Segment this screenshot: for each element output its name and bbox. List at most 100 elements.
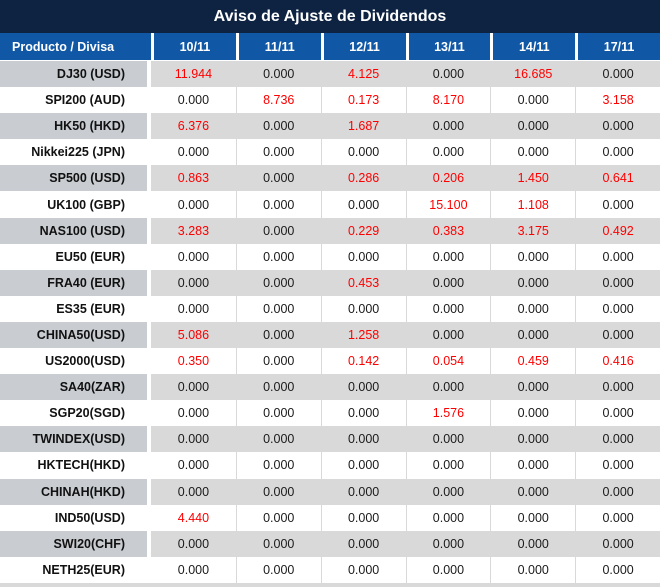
- value-cell: 0.000: [235, 321, 321, 349]
- table-row: Nikkei225 (JPN) 0.000 0.000 0.000 0.000 0.000…: [0, 139, 660, 166]
- table-row: DJ30 (USD) 11.944 0.000 4.125 0.000 16.685 0.0…: [0, 61, 660, 88]
- value-cell: 4.125: [320, 61, 406, 88]
- column-header-date-6: 17/11: [575, 33, 660, 60]
- value-cell: 0.000: [235, 113, 321, 140]
- value-cell: 8.170: [405, 87, 491, 114]
- product-cell: SPI200 (AUD): [0, 87, 151, 114]
- value-cell: 1.108: [490, 191, 576, 218]
- value-cell: 0.000: [575, 426, 660, 453]
- value-cell: 0.000: [405, 321, 491, 349]
- product-cell: US2000(USD): [0, 348, 151, 375]
- value-cell: 0.000: [405, 243, 491, 270]
- value-cell: 0.000: [405, 504, 491, 531]
- value-cell: 0.000: [320, 452, 406, 479]
- value-cell: 3.158: [575, 87, 660, 114]
- value-cell: 0.000: [235, 191, 321, 218]
- value-cell: 0.383: [405, 217, 491, 244]
- column-header-date-4: 13/11: [405, 33, 491, 60]
- value-cell: 0.000: [405, 269, 491, 296]
- value-cell: 0.000: [320, 139, 406, 166]
- value-cell: 0.641: [575, 165, 660, 192]
- value-cell: 0.000: [235, 295, 321, 322]
- value-cell: 4.440: [151, 504, 236, 531]
- value-cell: 0.000: [490, 321, 576, 349]
- value-cell: 0.000: [405, 478, 491, 505]
- table-row: IND50(USD) 4.440 0.000 0.000 0.000 0.000 0.000: [0, 504, 660, 531]
- table-row: UK100 (GBP) 0.000 0.000 0.000 15.100 1.108 0.0…: [0, 191, 660, 218]
- bottom-strip: [0, 582, 660, 587]
- value-cell: 0.000: [405, 61, 491, 88]
- value-cell: 0.000: [575, 478, 660, 505]
- value-cell: 0.000: [151, 87, 236, 114]
- table-row: SP500 (USD) 0.863 0.000 0.286 0.206 1.450 0.64…: [0, 165, 660, 192]
- value-cell: 3.175: [490, 217, 576, 244]
- value-cell: 0.000: [490, 139, 576, 166]
- value-cell: 0.000: [405, 556, 491, 583]
- product-cell: FRA40 (EUR): [0, 269, 151, 296]
- value-cell: 0.000: [490, 87, 576, 114]
- value-cell: 5.086: [151, 321, 236, 349]
- column-header-date-1: 10/11: [151, 33, 236, 60]
- value-cell: 0.000: [151, 243, 236, 270]
- value-cell: 0.000: [235, 165, 321, 192]
- value-cell: 8.736: [235, 87, 321, 114]
- value-cell: 0.000: [235, 426, 321, 453]
- value-cell: 0.000: [151, 556, 236, 583]
- value-cell: 0.229: [320, 217, 406, 244]
- product-cell: SP500 (USD): [0, 165, 151, 192]
- table-row: SWI20(CHF) 0.000 0.000 0.000 0.000 0.000 0.000: [0, 530, 660, 557]
- product-cell: SWI20(CHF): [0, 530, 151, 557]
- product-cell: HKTECH(HKD): [0, 452, 151, 479]
- value-cell: 0.000: [405, 426, 491, 453]
- value-cell: 0.000: [320, 243, 406, 270]
- value-cell: 0.000: [575, 61, 660, 88]
- value-cell: 0.000: [490, 113, 576, 140]
- value-cell: 0.000: [575, 295, 660, 322]
- value-cell: 0.000: [151, 400, 236, 427]
- value-cell: 1.450: [490, 165, 576, 192]
- value-cell: 0.000: [320, 556, 406, 583]
- value-cell: 0.000: [575, 191, 660, 218]
- column-header-date-2: 11/11: [235, 33, 321, 60]
- table-row: ES35 (EUR) 0.000 0.000 0.000 0.000 0.000 0.000: [0, 295, 660, 322]
- value-cell: 0.000: [320, 295, 406, 322]
- value-cell: 6.376: [151, 113, 236, 140]
- table-row: US2000(USD) 0.350 0.000 0.142 0.054 0.459 0.41…: [0, 348, 660, 375]
- value-cell: 0.000: [575, 530, 660, 557]
- value-cell: 15.100: [405, 191, 491, 218]
- value-cell: 0.000: [575, 243, 660, 270]
- value-cell: 0.000: [320, 191, 406, 218]
- table-row: SPI200 (AUD) 0.000 8.736 0.173 8.170 0.000 3.1…: [0, 87, 660, 114]
- value-cell: 0.054: [405, 348, 491, 375]
- value-cell: 0.000: [405, 139, 491, 166]
- value-cell: 0.000: [235, 556, 321, 583]
- value-cell: 16.685: [490, 61, 576, 88]
- value-cell: 0.863: [151, 165, 236, 192]
- table-row: EU50 (EUR) 0.000 0.000 0.000 0.000 0.000 0.000: [0, 243, 660, 270]
- value-cell: 0.000: [490, 400, 576, 427]
- value-cell: 0.000: [405, 374, 491, 401]
- table-header-row: Producto / Divisa 10/11 11/11 12/11 13/1…: [0, 33, 660, 61]
- value-cell: 0.453: [320, 269, 406, 296]
- value-cell: 1.258: [320, 321, 406, 349]
- value-cell: 3.283: [151, 217, 236, 244]
- value-cell: 0.000: [235, 530, 321, 557]
- table-row: NAS100 (USD) 3.283 0.000 0.229 0.383 3.175 0.4…: [0, 217, 660, 244]
- table-row: SA40(ZAR) 0.000 0.000 0.000 0.000 0.000 0.000: [0, 374, 660, 401]
- value-cell: 0.000: [575, 452, 660, 479]
- column-header-product: Producto / Divisa: [12, 39, 115, 54]
- value-cell: 0.459: [490, 348, 576, 375]
- value-cell: 0.000: [320, 400, 406, 427]
- column-header-date-3: 12/11: [320, 33, 406, 60]
- product-cell: DJ30 (USD): [0, 61, 151, 88]
- table-row: FRA40 (EUR) 0.000 0.000 0.453 0.000 0.000 0.00…: [0, 269, 660, 296]
- value-cell: 0.000: [151, 530, 236, 557]
- product-cell: Nikkei225 (JPN): [0, 139, 151, 166]
- table-row: NETH25(EUR) 0.000 0.000 0.000 0.000 0.000 0.00…: [0, 556, 660, 583]
- value-cell: 0.000: [490, 452, 576, 479]
- value-cell: 0.286: [320, 165, 406, 192]
- product-cell: NAS100 (USD): [0, 217, 151, 244]
- value-cell: 0.000: [235, 478, 321, 505]
- value-cell: 0.000: [490, 556, 576, 583]
- table-body: DJ30 (USD) 11.944 0.000 4.125 0.000 16.685 0.0…: [0, 61, 660, 583]
